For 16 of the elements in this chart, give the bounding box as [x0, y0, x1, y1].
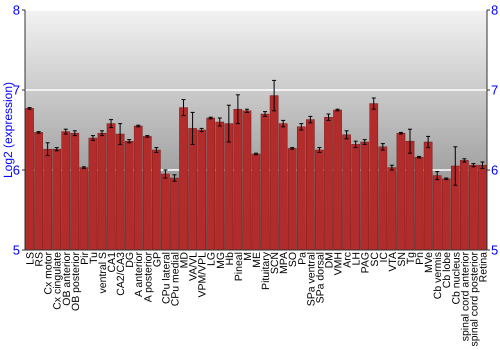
- x-tick-label: ventral S: [97, 252, 109, 294]
- y2-tick-label: 7: [491, 82, 498, 98]
- x-tick-label: RS: [34, 252, 46, 267]
- x-tick-label: LG: [206, 252, 218, 266]
- y-tick-label: 7: [12, 82, 20, 98]
- y2-tick-label: 8: [491, 2, 498, 18]
- y-tick-label: 8: [12, 2, 20, 18]
- x-tick-label: Pituitary: [260, 251, 272, 290]
- x-tick-label: ME: [251, 252, 263, 268]
- y-axis-title: Log2 (expression): [1, 82, 15, 178]
- x-tick-label: MVe: [423, 252, 436, 274]
- x-tick-label: Tg: [405, 252, 417, 264]
- y-tick-label: 6: [12, 162, 20, 178]
- y2-tick-label: 6: [491, 162, 498, 178]
- y-tick-label: 5: [12, 242, 20, 258]
- y2-tick-label: 5: [491, 242, 498, 258]
